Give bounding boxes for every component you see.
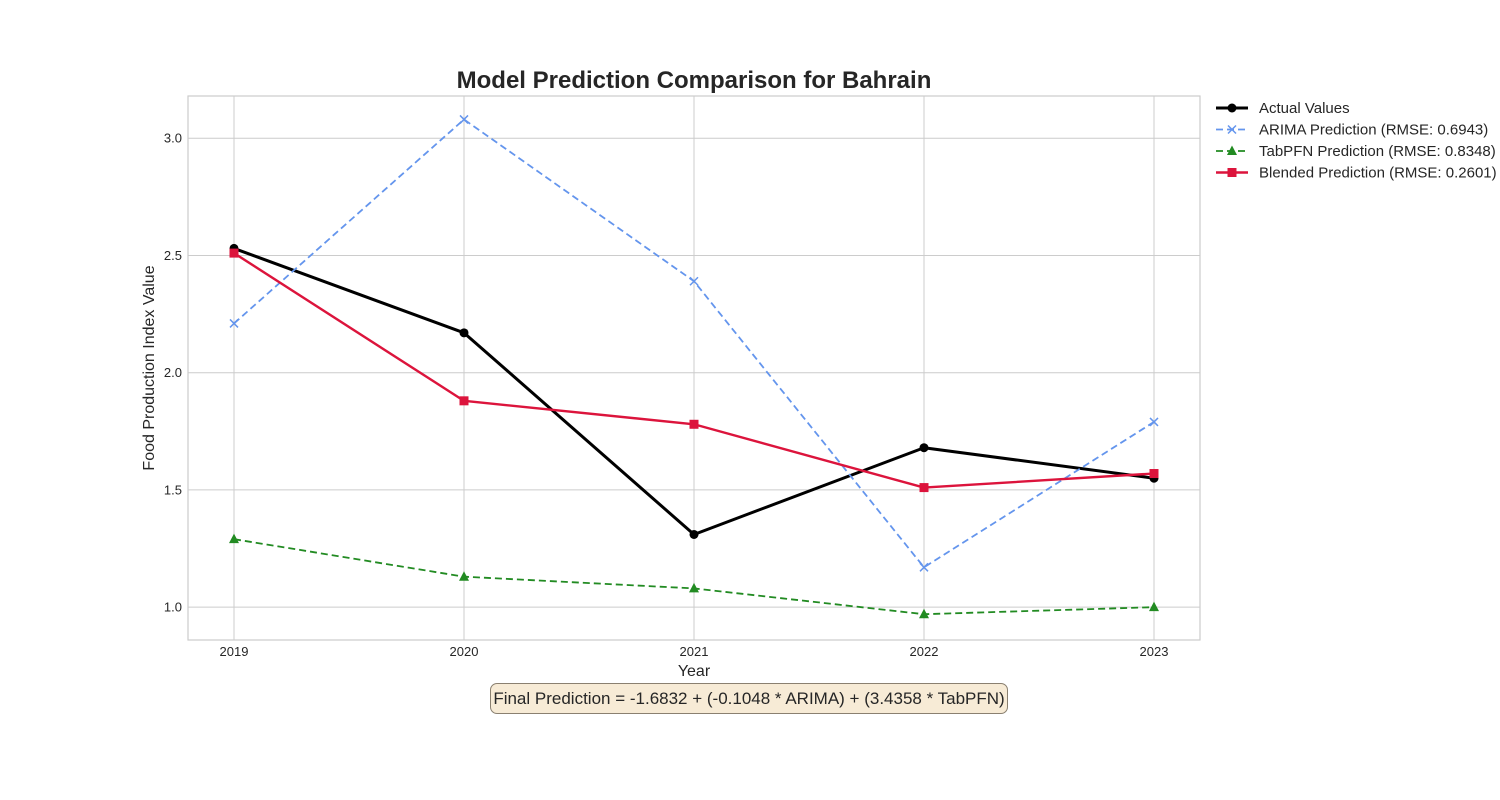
legend-marker-tabpfn xyxy=(1227,145,1237,155)
y-axis-label: Food Production Index Value xyxy=(141,265,158,470)
data-point-actual xyxy=(919,443,929,453)
chart-title: Model Prediction Comparison for Bahrain xyxy=(457,67,932,94)
legend-label-blended: Blended Prediction (RMSE: 0.2601) xyxy=(1259,165,1497,182)
legend-marker-actual xyxy=(1227,103,1237,113)
y-tick-label: 2.0 xyxy=(164,365,182,380)
series-arima xyxy=(229,114,1159,572)
data-point-arima xyxy=(689,276,699,286)
data-point-tabpfn xyxy=(919,608,929,619)
x-tick-label: 2019 xyxy=(220,644,249,659)
series-blended xyxy=(229,248,1159,493)
legend-label-tabpfn: TabPFN Prediction (RMSE: 0.8348) xyxy=(1259,143,1496,160)
legend-item-actual: Actual Values xyxy=(1216,100,1350,117)
series-layer xyxy=(229,114,1159,619)
legend-item-tabpfn: TabPFN Prediction (RMSE: 0.8348) xyxy=(1216,143,1496,160)
data-point-tabpfn xyxy=(689,582,699,593)
legend-label-actual: Actual Values xyxy=(1259,100,1350,117)
x-tick-label: 2021 xyxy=(680,644,709,659)
x-tick-label: 2023 xyxy=(1140,644,1169,659)
series-tabpfn xyxy=(229,533,1159,619)
x-tick-label: 2020 xyxy=(450,644,479,659)
plot-frame xyxy=(187,95,1201,641)
legend-item-arima: ARIMA Prediction (RMSE: 0.6943) xyxy=(1216,122,1488,139)
data-point-actual xyxy=(459,328,469,338)
data-point-tabpfn xyxy=(1149,601,1159,612)
data-point-arima xyxy=(229,318,239,328)
x-tick-label: 2022 xyxy=(910,644,939,659)
formula-annotation: Final Prediction = -1.6832 + (-0.1048 * … xyxy=(490,683,1008,714)
legend-marker-blended xyxy=(1227,168,1237,177)
legend-label-arima: ARIMA Prediction (RMSE: 0.6943) xyxy=(1259,122,1488,139)
legend-item-blended: Blended Prediction (RMSE: 0.2601) xyxy=(1216,165,1497,182)
y-tick-label: 2.5 xyxy=(164,248,182,263)
data-point-arima xyxy=(459,114,469,124)
legend-marker-arima xyxy=(1227,124,1237,135)
data-point-blended xyxy=(689,419,699,429)
data-point-actual xyxy=(689,529,699,539)
grid xyxy=(188,96,1200,640)
y-tick-label: 1.5 xyxy=(164,482,182,497)
data-point-blended xyxy=(459,396,469,406)
x-axis-label: Year xyxy=(678,663,711,680)
data-point-arima xyxy=(919,562,929,572)
y-tick-label: 1.0 xyxy=(164,600,182,615)
axes: 2019 2020 2021 2022 2023 1.0 1.5 2.0 2.5 3.0 xyxy=(164,131,1169,659)
data-point-blended xyxy=(919,483,929,493)
y-tick-label: 3.0 xyxy=(164,131,182,146)
data-point-tabpfn xyxy=(229,533,239,544)
data-point-arima xyxy=(1149,417,1159,427)
data-point-blended xyxy=(229,248,239,258)
data-point-blended xyxy=(1149,469,1159,479)
data-point-tabpfn xyxy=(459,571,469,581)
legend: Actual Values ARIMA Prediction (RMSE: 0.6… xyxy=(1216,100,1497,182)
